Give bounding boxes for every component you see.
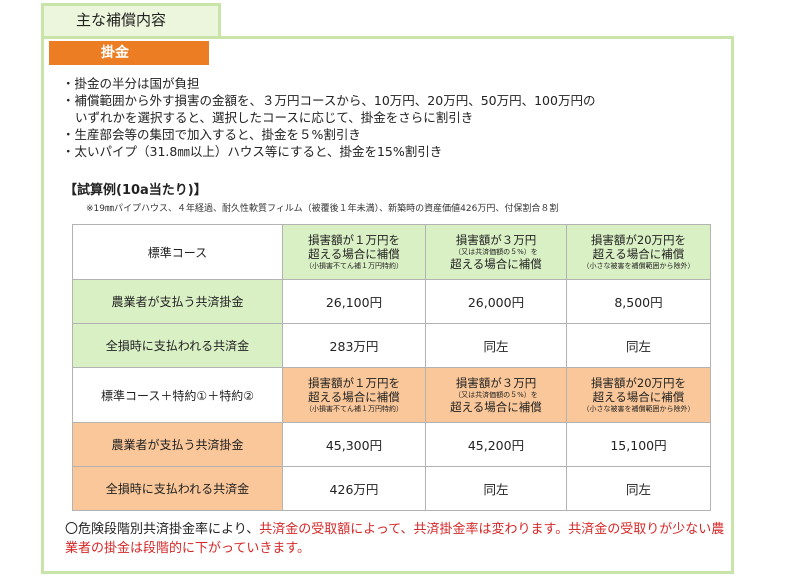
- standard-course-label: 標準コース: [72, 224, 283, 280]
- value-cell: 15,100円: [565, 422, 712, 467]
- coverage-cell: 損害額が１万円を 超える場合に補償 （小損害不てん補１万円特約）: [281, 224, 426, 280]
- value-cell: 同左: [424, 466, 567, 511]
- table-row: 標準コース 損害額が１万円を 超える場合に補償 （小損害不てん補１万円特約） 損…: [72, 224, 712, 280]
- list-item: 生産部会等の集団で加入すると、掛金を５%割引き: [62, 126, 595, 143]
- row-label: 農業者が支払う共済掛金: [72, 422, 283, 467]
- table-row: 農業者が支払う共済掛金 26,100円 26,000円 8,500円: [72, 279, 712, 324]
- special-course-label: 標準コース＋特約①＋特約②: [72, 367, 283, 423]
- list-item: 補償範囲から外す損害の金額を、３万円コースから、10万円、20万円、50万円、1…: [62, 92, 596, 126]
- value-cell: 283万円: [281, 323, 426, 368]
- coverage-cell: 損害額が20万円を 超える場合に補償 （小さな被害を補償範囲から除外）: [565, 367, 712, 423]
- table-row: 全損時に支払われる共済金 426万円 同左 同左: [72, 466, 712, 511]
- row-label: 農業者が支払う共済掛金: [72, 279, 283, 324]
- section-title-tab: 主な補償内容: [41, 3, 221, 36]
- risk-rate-note: 〇危険段階別共済掛金率により、共済金の受取額によって、共済掛金率は変わります。共…: [65, 520, 725, 558]
- value-cell: 同左: [565, 466, 712, 511]
- example-note: ※19㎜パイプハウス、４年経過、耐久性軟質フィルム（被覆後１年未満）、新築時の資…: [86, 204, 559, 214]
- table-row: 全損時に支払われる共済金 283万円 同左 同左: [72, 323, 712, 368]
- value-cell: 26,000円: [424, 279, 567, 324]
- value-cell: 同左: [424, 323, 567, 368]
- value-cell: 45,200円: [424, 422, 567, 467]
- value-cell: 45,300円: [281, 422, 426, 467]
- value-cell: 26,100円: [281, 279, 426, 324]
- list-item: 掛金の半分は国が負担: [62, 75, 595, 92]
- value-cell: 8,500円: [565, 279, 712, 324]
- table-row: 標準コース＋特約①＋特約② 損害額が１万円を 超える場合に補償 （小損害不てん補…: [72, 367, 712, 423]
- premium-badge: 掛金: [49, 41, 209, 65]
- row-label: 全損時に支払われる共済金: [72, 323, 283, 368]
- value-cell: 同左: [565, 323, 712, 368]
- coverage-cell: 損害額が１万円を 超える場合に補償 （小損害不てん補１万円特約）: [281, 367, 426, 423]
- coverage-cell: 損害額が３万円 （又は共済価額の５%）を 超える場合に補償: [424, 367, 567, 423]
- value-cell: 426万円: [281, 466, 426, 511]
- note-prefix: 〇危険段階別共済掛金率により、: [65, 522, 260, 537]
- table-row: 農業者が支払う共済掛金 45,300円 45,200円 15,100円: [72, 422, 712, 467]
- coverage-cell: 損害額が20万円を 超える場合に補償 （小さな被害を補償範囲から除外）: [565, 224, 712, 280]
- note-emphasis: 共済金の受取額によって、共済掛金率は変わります。共済金の受取りが少ない農業者の掛…: [65, 522, 725, 556]
- list-item: 太いパイプ（31.8㎜以上）ハウス等にすると、掛金を15%割引き: [62, 143, 595, 160]
- example-heading: 【試算例(10a当たり)】: [64, 183, 207, 198]
- benefit-list: 掛金の半分は国が負担 補償範囲から外す損害の金額を、３万円コースから、10万円、…: [62, 75, 596, 160]
- content-frame: [41, 36, 734, 574]
- premium-simulation-table: 標準コース 損害額が１万円を 超える場合に補償 （小損害不てん補１万円特約） 損…: [72, 224, 712, 511]
- coverage-cell: 損害額が３万円 （又は共済価額の５%）を 超える場合に補償: [424, 224, 567, 280]
- row-label: 全損時に支払われる共済金: [72, 466, 283, 511]
